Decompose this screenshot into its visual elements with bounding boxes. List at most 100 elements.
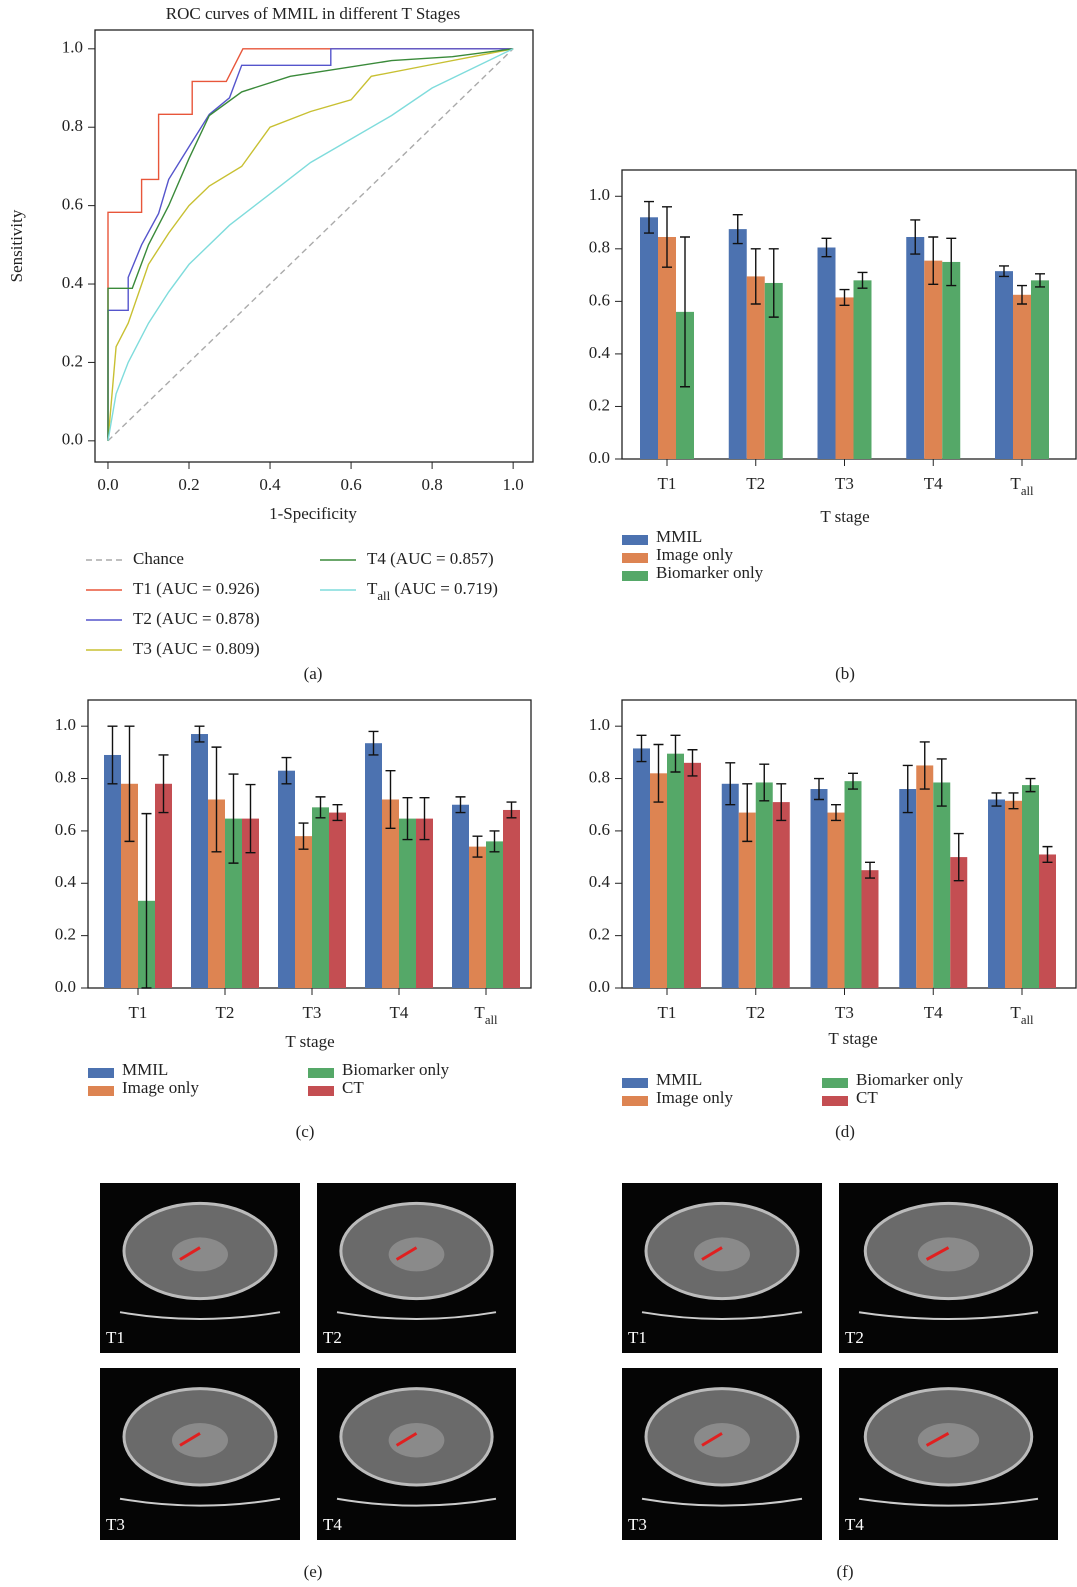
image-label: T1 [106,1328,125,1347]
image-label: T3 [106,1515,125,1534]
y-tick-label: 0.0 [589,977,610,996]
legend-label: T3 (AUC = 0.809) [133,639,260,658]
bar [684,763,701,988]
image-label: T3 [628,1515,647,1534]
bar [295,836,312,988]
y-tick-label: 0.4 [589,872,611,891]
legend-label: MMIL [656,1070,702,1089]
page: {"chart_data": [ {"type": "line", "title… [0,0,1077,1587]
y-tick-label: 0.2 [589,925,610,944]
bar [1005,801,1022,988]
y-tick-label: 0.2 [589,395,610,414]
bar [836,297,854,459]
x-tick-label: 0.8 [421,475,442,494]
bar [486,841,503,988]
y-axis-label: Sensitivity [7,209,26,282]
x-axis-label: T stage [285,1032,334,1051]
bar [1031,280,1049,459]
x-tick-label: T2 [746,1003,765,1022]
legend-swatch [622,1078,648,1088]
y-tick-label: 1.0 [589,715,610,734]
x-axis-label: T stage [820,507,869,526]
image-label: T1 [628,1328,647,1347]
y-tick-label: 0.8 [55,767,76,786]
bar [329,813,346,988]
panel-label: (b) [835,664,855,683]
legend-label: MMIL [656,527,702,546]
x-tick-label: 0.4 [259,475,281,494]
bar [365,743,382,988]
legend-swatch [622,535,648,545]
panel-label: (c) [296,1122,315,1141]
bar [503,810,520,988]
y-tick-label: 0.2 [62,351,83,370]
legend-label: Chance [133,549,184,568]
y-tick-label: 0.6 [62,195,83,214]
image-label: T2 [323,1328,342,1347]
bar [1039,854,1056,988]
legend-label: Image only [656,545,733,564]
bar [729,229,747,459]
image-label: T4 [845,1515,864,1534]
bar [191,734,208,988]
bar [469,847,486,988]
legend-swatch [622,553,648,563]
x-tick-label: Tall [1010,474,1034,498]
y-tick-label: 0.8 [589,767,610,786]
bar [933,782,950,988]
bar [862,870,879,988]
bar [916,765,933,988]
x-tick-label: Tall [1010,1003,1034,1027]
bar [818,248,836,459]
legend-swatch [622,571,648,581]
y-tick-label: 0.6 [589,290,610,309]
panel-label: (f) [837,1562,854,1581]
bar [658,237,676,459]
ct-organ [172,1237,228,1271]
bar [995,271,1013,459]
ct-organ [172,1423,228,1457]
figure: 0.0 0.2 0.4 0.6 0.8 1.0 ROC curves of MMIL in … [0,0,1077,1587]
y-tick-label: 0.0 [62,430,83,449]
panel-label: (d) [835,1122,855,1141]
y-tick-label: 0.0 [55,977,76,996]
ct-organ [694,1423,750,1457]
x-tick-label: 0.6 [340,475,361,494]
y-tick-label: 0.8 [589,238,610,257]
chart-title: ROC curves of MMIL in different T Stages [166,4,460,23]
bar [845,781,862,988]
x-tick-label: T4 [924,474,943,493]
chart: 0.00.20.40.60.81.0ROC curves of MMIL in … [7,4,533,683]
x-tick-label: T2 [216,1003,235,1022]
x-tick-label: T1 [658,1003,677,1022]
x-tick-label: T1 [129,1003,148,1022]
bar [104,755,121,988]
x-tick-label: T3 [835,1003,854,1022]
legend-label: Image only [656,1088,733,1107]
x-tick-label: Tall [474,1003,498,1027]
roc-curve [108,49,513,441]
bar [1013,295,1031,459]
bar [399,819,416,988]
bar [278,771,295,988]
bar [906,237,924,459]
bar [756,782,773,988]
bar [452,805,469,988]
y-tick-label: 1.0 [55,715,76,734]
bar [312,807,329,988]
legend-swatch [822,1096,848,1106]
legend-label: Biomarker only [342,1060,450,1079]
y-tick-label: 0.4 [589,343,611,362]
ct-organ [918,1237,979,1271]
x-tick-label: T4 [390,1003,409,1022]
bar [811,789,828,988]
legend-label: Biomarker only [656,563,764,582]
bar [667,754,684,988]
y-tick-label: 0.6 [589,820,610,839]
bar [1022,785,1039,988]
ct-organ [389,1237,445,1271]
bar [416,819,433,988]
legend-swatch [822,1078,848,1088]
bar [650,773,667,988]
